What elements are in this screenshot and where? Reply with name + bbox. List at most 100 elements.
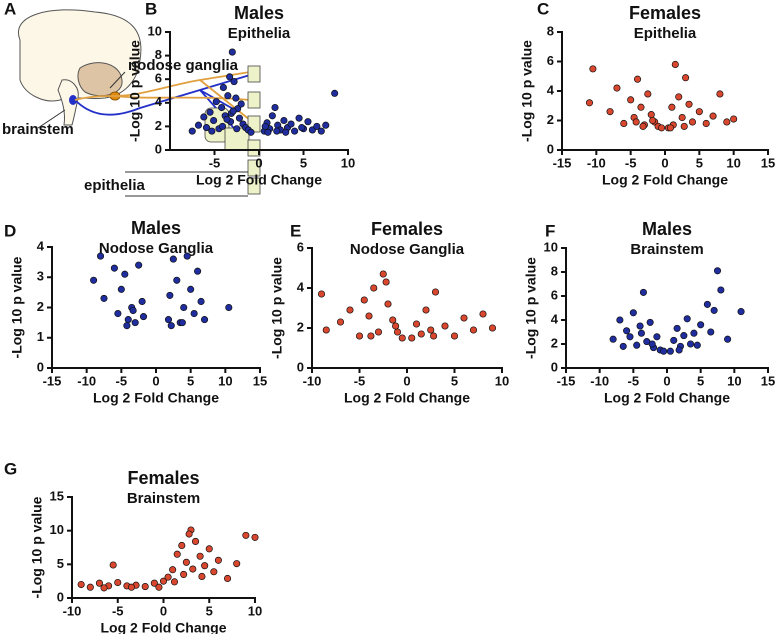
point	[713, 267, 722, 275]
point	[206, 108, 214, 116]
point	[169, 255, 177, 263]
point	[408, 334, 416, 342]
point	[639, 288, 647, 296]
chart-title: Males	[131, 218, 181, 238]
point	[194, 267, 202, 275]
point	[637, 329, 645, 337]
point	[723, 118, 731, 126]
point	[620, 119, 628, 128]
point	[637, 103, 645, 111]
point	[114, 578, 122, 587]
chart-title: Females	[629, 3, 701, 23]
x-tick-label: 0	[160, 603, 167, 618]
point	[205, 545, 213, 553]
point	[685, 100, 693, 108]
y-tick-label: 2	[155, 118, 162, 133]
point	[374, 328, 383, 336]
brainstem-shape	[57, 79, 79, 126]
point	[585, 99, 594, 107]
x-tick-label: -15	[553, 155, 572, 170]
point	[287, 120, 295, 128]
x-tick-label: 10	[727, 373, 741, 388]
y-tick-label: 0	[155, 141, 162, 156]
point	[322, 121, 330, 129]
point	[218, 122, 227, 130]
x-tick-label: 0	[661, 155, 668, 170]
point	[212, 98, 220, 106]
point	[127, 583, 136, 591]
point	[636, 322, 644, 330]
point	[648, 340, 656, 348]
x-axis-label: Log 2 Fold Change	[604, 390, 730, 406]
point	[682, 74, 690, 82]
y-tick-label: 0	[57, 589, 64, 604]
orange-nerve	[74, 71, 251, 121]
point	[710, 306, 718, 314]
point	[139, 313, 148, 321]
chart-title: Males	[642, 219, 692, 239]
point	[155, 583, 163, 591]
point	[431, 288, 440, 296]
point	[131, 319, 139, 327]
point	[178, 319, 186, 327]
point	[164, 316, 173, 324]
point	[202, 124, 211, 132]
point	[117, 285, 125, 293]
point	[100, 584, 108, 592]
y-tick-label: 6	[155, 71, 162, 86]
point	[100, 294, 108, 302]
point	[360, 296, 368, 304]
point	[384, 300, 392, 308]
point	[164, 573, 172, 581]
point	[687, 340, 695, 348]
diagram: A nodose ganglia brainstem epithelia	[2, 0, 261, 197]
point	[187, 285, 195, 293]
point	[251, 533, 259, 541]
point	[219, 83, 227, 92]
cerebellum	[77, 62, 123, 97]
y-tick-label: 10	[50, 522, 64, 537]
point	[229, 107, 237, 115]
point	[693, 341, 701, 349]
pointer	[37, 71, 126, 129]
point	[331, 89, 339, 97]
point	[169, 566, 177, 574]
point	[427, 326, 435, 334]
chart-subtitle: Nodose Ganglia	[99, 240, 214, 257]
point	[224, 574, 232, 583]
y-axis-label: -Log 10 p value	[127, 40, 143, 142]
point	[688, 118, 697, 126]
point	[647, 111, 655, 119]
point	[370, 284, 378, 292]
point	[317, 290, 326, 298]
point	[632, 118, 640, 126]
point	[695, 108, 703, 116]
point	[150, 579, 158, 587]
point	[110, 264, 118, 272]
x-tick-label: 5	[187, 373, 194, 388]
point	[237, 100, 245, 108]
point	[450, 332, 459, 340]
x-tick-label: 5	[696, 155, 703, 170]
point	[393, 328, 402, 336]
x-tick-label: -10	[63, 603, 82, 618]
y-tick-label: 2	[297, 319, 304, 334]
y-axis-label: -Log 10 p value	[9, 256, 25, 358]
y-tick-label: 4	[547, 82, 555, 97]
point	[242, 531, 250, 539]
y-tick-label: 5	[57, 556, 64, 571]
point	[200, 113, 208, 121]
x-tick-label: -10	[587, 155, 606, 170]
x-tick-label: 0	[255, 155, 262, 170]
point	[170, 578, 179, 586]
point	[646, 318, 654, 326]
panel-letter: G	[4, 459, 17, 478]
point	[398, 334, 406, 342]
point	[697, 321, 705, 329]
x-tick-label: 5	[697, 373, 704, 388]
point	[619, 342, 627, 350]
point	[95, 579, 104, 587]
point	[649, 116, 657, 125]
point	[702, 119, 710, 128]
x-tick-label: -10	[303, 373, 322, 388]
